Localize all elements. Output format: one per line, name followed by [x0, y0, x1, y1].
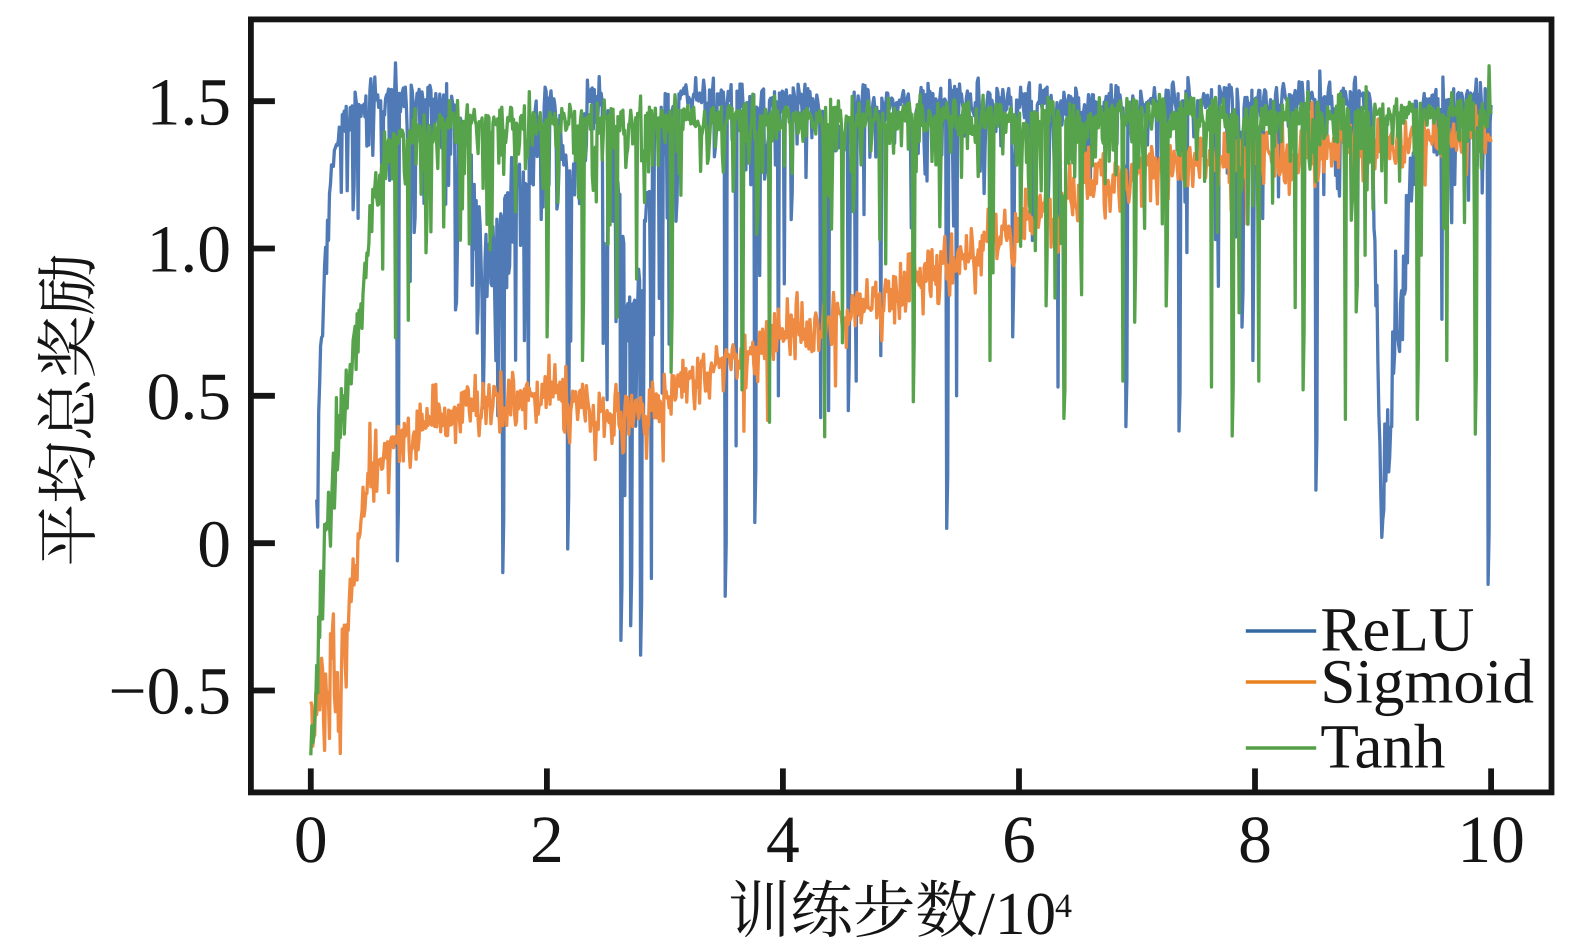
svg-text:4: 4 — [766, 802, 800, 877]
svg-text:6: 6 — [1002, 802, 1036, 877]
svg-text:/10: /10 — [978, 881, 1056, 948]
svg-text:1.0: 1.0 — [147, 212, 231, 287]
svg-text:2: 2 — [530, 802, 564, 877]
svg-text:10: 10 — [1457, 802, 1525, 877]
svg-text:Tanh: Tanh — [1320, 712, 1445, 782]
svg-text:0: 0 — [197, 506, 231, 581]
svg-text:8: 8 — [1238, 802, 1272, 877]
svg-text:Sigmoid: Sigmoid — [1320, 647, 1534, 717]
svg-text:−0.5: −0.5 — [109, 654, 231, 729]
svg-text:ReLU: ReLU — [1320, 595, 1474, 665]
svg-text:0.5: 0.5 — [147, 359, 231, 434]
svg-text:1.5: 1.5 — [147, 64, 231, 139]
svg-text:0: 0 — [294, 802, 328, 877]
